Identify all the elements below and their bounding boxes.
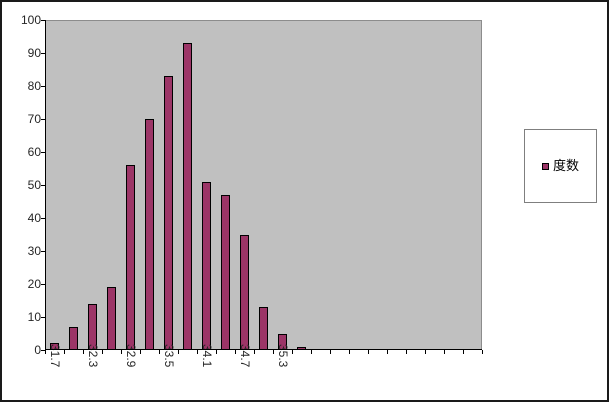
x-axis-tick — [368, 350, 369, 354]
x-axis-tick — [425, 350, 426, 354]
legend-series-label: 度数 — [552, 158, 579, 173]
y-axis-tick — [41, 349, 46, 351]
x-axis-tick — [235, 350, 236, 354]
y-axis-tick — [41, 118, 46, 120]
y-axis-tick — [41, 184, 46, 186]
x-axis-tick — [273, 350, 274, 354]
y-axis-tick — [41, 19, 46, 21]
x-axis-tick — [64, 350, 65, 354]
x-axis-tick — [197, 350, 198, 354]
bar-32.9 — [126, 165, 135, 350]
x-axis-tick — [292, 350, 293, 354]
x-axis-tick — [83, 350, 84, 354]
bar-cat12 — [259, 307, 268, 350]
x-axis-tick — [330, 350, 331, 354]
y-axis-label: 50 — [27, 178, 41, 192]
y-axis-label: 30 — [27, 244, 41, 258]
y-axis-label: 90 — [27, 46, 41, 60]
bar-cat6 — [145, 119, 154, 350]
x-axis-tick — [349, 350, 350, 354]
y-axis-label: 60 — [27, 145, 41, 159]
legend: 度数 — [524, 129, 597, 203]
x-axis-line — [45, 349, 482, 350]
x-axis-tick — [463, 350, 464, 354]
x-axis-tick — [159, 350, 160, 354]
y-axis-label: 40 — [27, 211, 41, 225]
x-axis-tick — [121, 350, 122, 354]
bar-33.5 — [164, 76, 173, 350]
y-axis-line — [45, 20, 46, 350]
x-axis-tick — [45, 350, 46, 354]
y-axis-label: 70 — [27, 112, 41, 126]
y-axis-tick — [41, 52, 46, 54]
x-axis-tick — [216, 350, 217, 354]
bar-cat2 — [69, 326, 78, 350]
plot-area — [45, 20, 482, 350]
y-axis-tick — [41, 151, 46, 153]
y-axis-tick — [41, 283, 46, 285]
x-axis-tick — [482, 350, 483, 354]
x-axis-tick — [254, 350, 255, 354]
legend-series-marker-icon — [541, 162, 549, 170]
x-axis-tick — [311, 350, 312, 354]
bar-34.1 — [202, 181, 211, 350]
y-axis-tick — [41, 85, 46, 87]
y-axis-tick — [41, 250, 46, 252]
x-axis-tick — [140, 350, 141, 354]
y-axis-label: 10 — [27, 310, 41, 324]
y-axis-tick — [41, 217, 46, 219]
bar-cat4 — [107, 287, 116, 350]
x-axis-tick — [406, 350, 407, 354]
x-axis-tick — [444, 350, 445, 354]
y-axis-label: 100 — [20, 13, 41, 27]
y-axis-label: 20 — [27, 277, 41, 291]
y-axis-tick — [41, 316, 46, 318]
x-axis-tick — [387, 350, 388, 354]
x-axis-tick — [178, 350, 179, 354]
bar-cat10 — [221, 194, 230, 350]
y-axis-label: 0 — [34, 343, 41, 357]
bar-cat8 — [183, 43, 192, 350]
x-axis-tick — [102, 350, 103, 354]
bar-34.7 — [240, 234, 249, 350]
y-axis-label: 80 — [27, 79, 41, 93]
